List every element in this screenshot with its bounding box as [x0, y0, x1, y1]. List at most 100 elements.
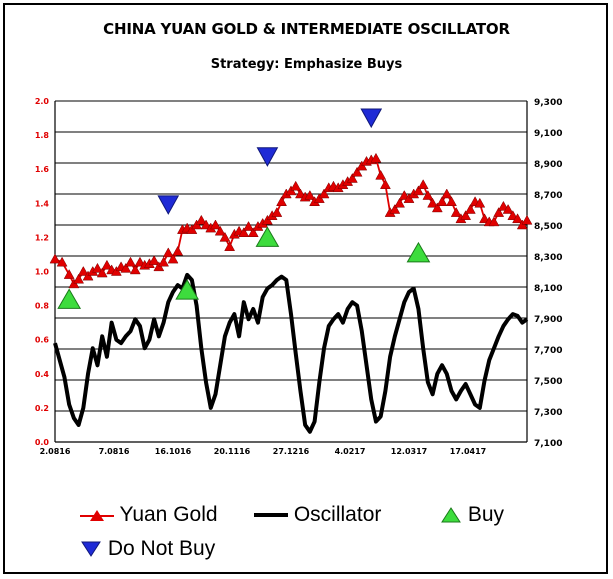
y-right-tick-label: 7,300 [534, 408, 562, 418]
yuan-gold-point [210, 219, 221, 230]
yuan-gold-point [304, 190, 316, 200]
yuan-gold-point [370, 152, 382, 163]
yuan-gold-point [290, 180, 302, 191]
chart-title: CHINA YUAN GOLD & INTERMEDIATE OSCILLATO… [103, 20, 510, 38]
x-tick-label: 20.1116 [214, 447, 251, 456]
yuan-gold-point [195, 214, 207, 225]
buy-marker [406, 241, 431, 263]
buy-marker [255, 226, 280, 247]
yuan-gold-point [389, 203, 401, 214]
yuan-gold-point [431, 202, 443, 213]
yuan-gold-point [162, 247, 174, 258]
x-tick-label: 4.0217 [335, 447, 366, 456]
yuan-gold-point [464, 203, 476, 214]
yuan-gold-point [413, 185, 424, 196]
yuan-gold-point [125, 256, 136, 267]
yuan-gold-point [247, 227, 259, 237]
blue-triangle-down-icon [81, 541, 101, 558]
chart-frame [3, 3, 608, 574]
legend-item-oscillator: Oscillator [254, 503, 381, 527]
do-not-buy-marker [256, 147, 279, 167]
yuan-gold-point [474, 197, 486, 208]
yuan-gold-point [276, 196, 287, 206]
yuan-gold-point [224, 241, 236, 251]
do-not-buy-marker [360, 108, 383, 129]
y-left-tick-label: 0.8 [35, 302, 50, 311]
y-left-tick-label: 2.0 [35, 97, 50, 106]
x-tick-label: 27.1216 [273, 447, 310, 456]
legend-label-yuan-gold: Yuan Gold [119, 503, 218, 526]
yuan-gold-point [351, 166, 363, 177]
yuan-gold-point [167, 253, 179, 264]
legend-item-do-not-buy: Do Not Buy [80, 537, 215, 561]
yuan-gold-point [422, 190, 434, 200]
yuan-gold-point [219, 231, 231, 242]
x-tick-label: 7.0816 [99, 447, 130, 456]
yuan-gold-point [214, 225, 226, 236]
green-triangle-up-icon [441, 507, 461, 523]
yuan-gold-point [49, 253, 61, 264]
y-right-tick-label: 8,100 [534, 284, 562, 294]
yuan-gold-point [318, 188, 330, 199]
yuan-gold-point [446, 196, 457, 206]
chart-plot: 0.0 0.2 0.4 0.6 0.8 1.0 1.2 1.4 1.6 1.8 2.0 7,100 7,… [35, 97, 563, 456]
yuan-gold-point [427, 197, 439, 208]
legend-label-do-not-buy: Do Not Buy [107, 537, 216, 560]
legend-label-buy: Buy [467, 503, 505, 526]
legend-label-oscillator: Oscillator [293, 503, 382, 526]
yuan-gold-point [148, 255, 160, 265]
yuan-gold-point [92, 262, 103, 273]
y-right-tick-label: 7,700 [534, 346, 562, 356]
y-right-tick-label: 7,900 [534, 315, 562, 325]
yuan-gold-point [379, 179, 391, 189]
y-left-tick-label: 1.2 [35, 233, 49, 242]
buy-marker [57, 288, 82, 309]
y-left-tick-label: 0.6 [35, 336, 50, 345]
y-right-tick-label: 8,900 [534, 160, 562, 170]
y-right-tick-label: 9,100 [534, 129, 562, 139]
yuan-gold-point [73, 273, 85, 284]
y-left-tick-label: 0.4 [35, 370, 50, 379]
y-right-tick-label: 9,300 [534, 98, 562, 108]
yuan-gold-point [238, 227, 250, 237]
yuan-gold-point [243, 221, 254, 231]
yuan-gold-point [512, 213, 523, 224]
black-line-icon [254, 513, 288, 518]
y-right-tick-label: 7,500 [534, 377, 562, 387]
x-tick-label: 16.1016 [155, 447, 192, 456]
y-left-tick-label: 1.4 [35, 199, 50, 208]
yuan-gold-point [441, 188, 453, 199]
yuan-gold-point [172, 245, 184, 256]
yuan-gold-point [460, 210, 472, 220]
x-tick-label: 17.0417 [450, 447, 486, 456]
yuan-gold-point [56, 256, 68, 267]
x-tick-label: 2.0816 [40, 447, 71, 456]
chart-subtitle: Strategy: Emphasize Buys [210, 57, 403, 72]
yuan-gold-point [521, 214, 533, 225]
yuan-gold-point [158, 256, 169, 267]
yuan-gold-point [493, 207, 505, 217]
y-right-tick-label: 8,500 [534, 222, 562, 232]
yuan-gold-point [488, 216, 500, 227]
yuan-gold-point [101, 259, 113, 270]
yuan-gold-point [502, 203, 514, 214]
y-left-tick-label: 0.2 [35, 404, 49, 413]
yuan-gold-point [129, 264, 141, 275]
y-right-tick-label: 7,100 [534, 439, 562, 449]
yuan-gold-point [77, 265, 89, 276]
do-not-buy-marker [157, 195, 180, 215]
yuan-gold-point [271, 207, 283, 217]
yuan-gold-point [375, 169, 387, 180]
y-left-tick-label: 0.0 [35, 438, 50, 447]
x-tick-label: 12.0317 [391, 447, 427, 456]
y-right-tick-label: 8,300 [534, 253, 562, 263]
oscillator-line [53, 272, 529, 434]
yuan-gold-point [63, 269, 75, 279]
yuan-gold-point [450, 207, 462, 217]
yuan-gold-point [417, 179, 429, 189]
yuan-gold-point [394, 197, 405, 208]
red-triangle-line-icon [80, 510, 114, 522]
buy-marker [175, 279, 200, 300]
yuan-gold-point [120, 262, 132, 273]
y-left-tick-label: 1.6 [35, 165, 50, 174]
